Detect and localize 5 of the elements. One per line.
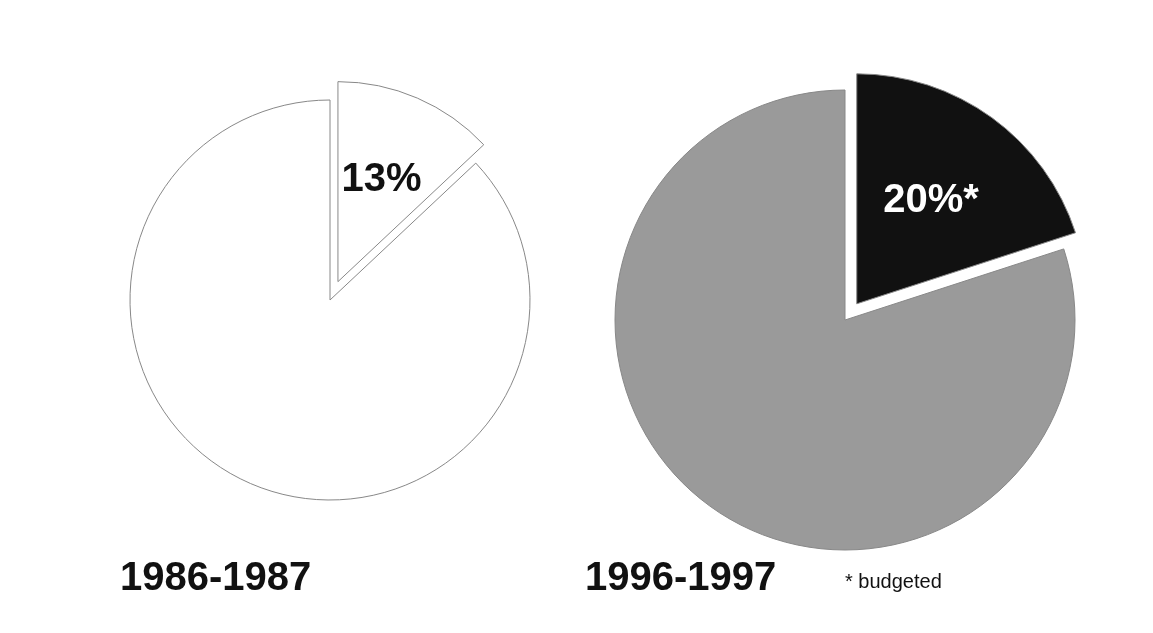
text: 1996-1997 [585,554,777,598]
text: * budgeted [845,570,942,592]
data-label: 13% [341,155,422,200]
text: 1986-1987 [120,554,312,598]
data-label: 20%* [883,176,980,221]
